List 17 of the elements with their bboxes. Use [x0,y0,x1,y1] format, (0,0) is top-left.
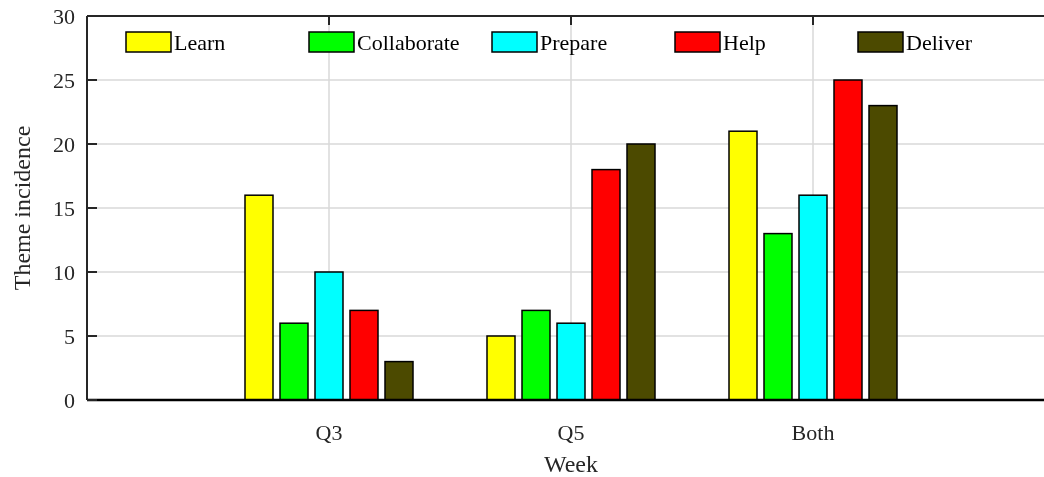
y-tick-label: 25 [53,67,75,93]
y-tick-label: 15 [53,195,75,221]
legend-label: Learn [174,29,226,55]
y-tick-label: 10 [53,259,75,285]
x-tick-label: Q5 [557,420,585,445]
legend-label: Help [723,29,766,55]
y-tick-label: 30 [53,3,75,29]
legend-label: Deliver [906,29,973,55]
legend-label: Collaborate [357,29,460,55]
x-tick-label: Q3 [315,420,343,445]
legend-label: Prepare [540,29,608,55]
y-tick-label: 0 [64,387,75,413]
y-tick-label: 20 [53,131,75,157]
x-tick-label: Both [791,420,835,445]
y-axis-title: Theme incidence [9,125,35,291]
y-tick-label: 5 [64,323,75,349]
x-axis-title: Week [543,451,599,477]
